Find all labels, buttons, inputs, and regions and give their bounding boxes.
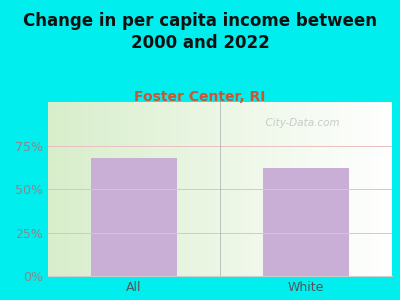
Text: Foster Center, RI: Foster Center, RI <box>134 90 266 104</box>
Text: City-Data.com: City-Data.com <box>259 118 340 128</box>
Bar <box>91 158 177 276</box>
Bar <box>263 168 349 276</box>
Text: Change in per capita income between
2000 and 2022: Change in per capita income between 2000… <box>23 12 377 52</box>
